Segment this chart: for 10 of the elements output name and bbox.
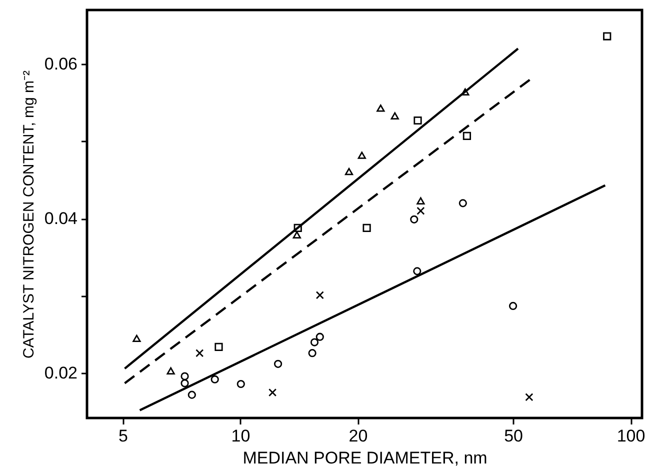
y-tick-label: 0.06 (44, 54, 78, 74)
y-tick-label: 0.02 (44, 364, 78, 383)
x-tick-label: 5 (118, 426, 128, 446)
x-tick-label: 10 (231, 426, 250, 446)
x-tick-label: 20 (348, 426, 368, 446)
x-tick-label: 50 (504, 426, 523, 446)
y-axis-title: CATALYST NITROGEN CONTENT, mg m⁻² (20, 70, 38, 359)
x-tick-label: 100 (616, 426, 646, 446)
y-tick-label: 0.04 (44, 209, 78, 228)
x-axis-title: MEDIAN PORE DIAMETER, nm (242, 448, 488, 468)
